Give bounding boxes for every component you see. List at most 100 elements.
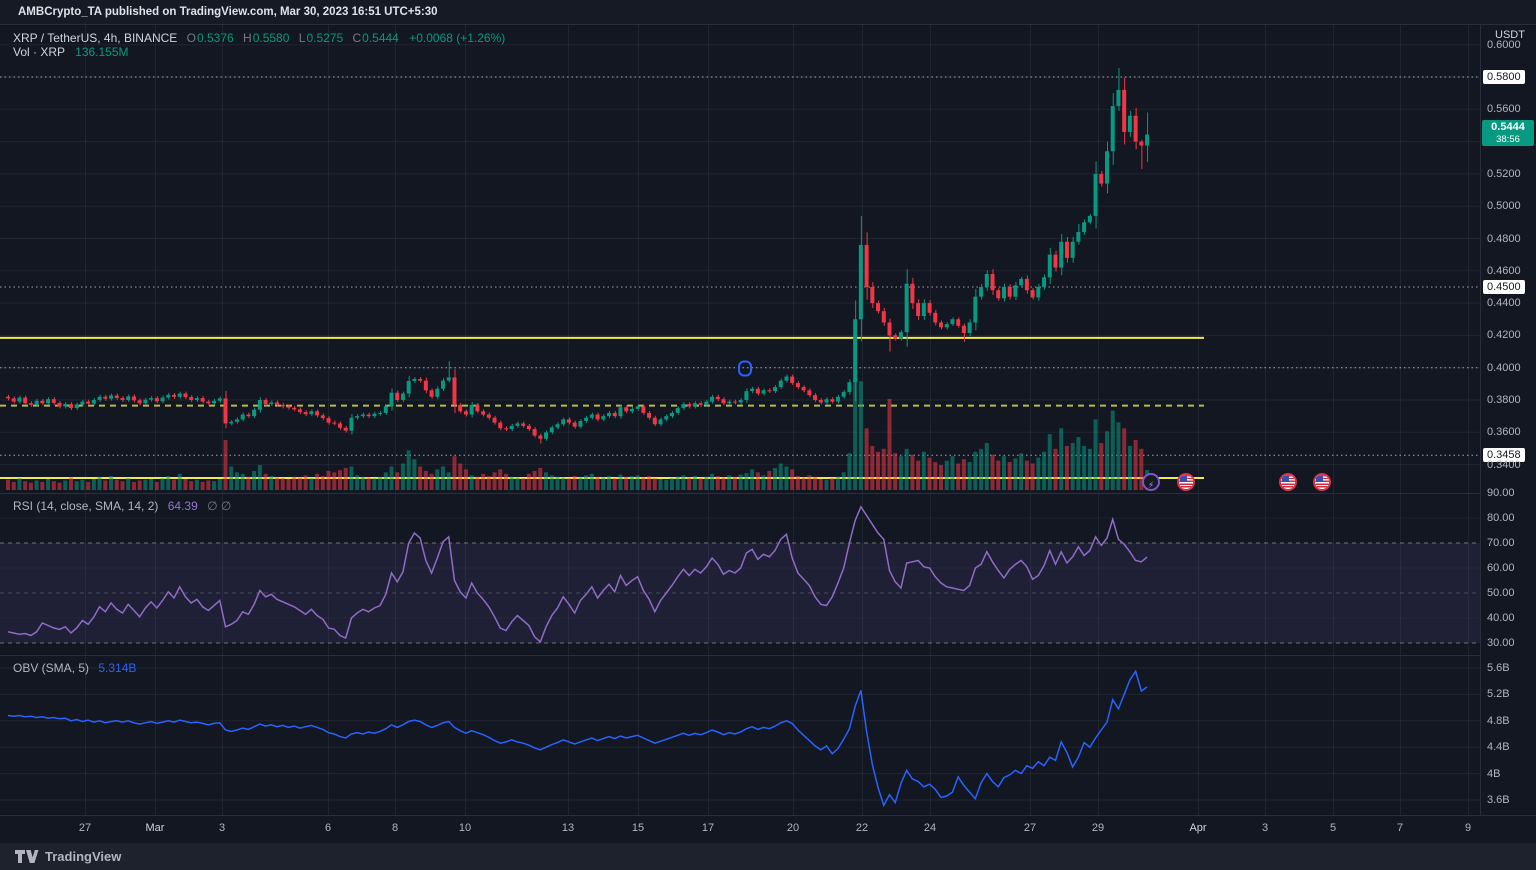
price-level-label: 0.3458: [1483, 448, 1525, 463]
time-tick-label: 17: [701, 822, 715, 834]
flag-canton: [1282, 476, 1289, 482]
time-tick-label: 24: [923, 822, 937, 834]
rsi-tick-label: 60.00: [1487, 562, 1515, 574]
time-tick-label: 7: [1396, 822, 1404, 834]
obv-value: 5.314B: [98, 661, 137, 675]
time-tick-label: 27: [78, 822, 92, 834]
annotation-circle: [738, 360, 752, 377]
volume-legend-row[interactable]: Vol · XRP 136.155M: [13, 45, 129, 59]
rsi-tick-label: 80.00: [1487, 512, 1515, 524]
rsi-legend-row[interactable]: RSI (14, close, SMA, 14, 2) 64.39 ∅ ∅: [13, 499, 231, 513]
volume-series: [6, 375, 1150, 490]
rsi-value: 64.39: [167, 499, 198, 513]
price-tick-label: 0.3800: [1487, 394, 1521, 406]
attribution-text: AMBCrypto_TA published on TradingView.co…: [18, 6, 438, 18]
footer-bar: TradingView: [0, 843, 1536, 870]
low-value: 0.5275: [306, 31, 344, 45]
low-label: L: [298, 31, 306, 45]
time-axis[interactable]: 27 Mar 3 6 8 10 13 15 17 20 22 24 27 29 Apr 3 5 7 9: [0, 816, 1480, 843]
price-tick-label: 0.4000: [1487, 361, 1521, 374]
time-tick-label: 29: [1091, 822, 1105, 834]
time-tick-label: 15: [631, 822, 645, 834]
axis-currency-label: USDT: [1495, 29, 1525, 41]
rsi-tick-label: 90.00: [1487, 487, 1515, 499]
candlestick-series: [6, 68, 1150, 444]
obv-title[interactable]: OBV (SMA, 5): [13, 661, 90, 675]
obv-tick-label: 3.6B: [1487, 794, 1510, 806]
lightning-glyph: ⚡: [1147, 480, 1155, 490]
close-label: C: [352, 31, 362, 45]
rsi-tick-label: 40.00: [1487, 612, 1515, 624]
open-label: O: [186, 31, 196, 45]
symbol-title[interactable]: XRP / TetherUS, 4h, BINANCE: [13, 31, 178, 45]
price-tick-label: 0.4400: [1487, 297, 1521, 310]
price-tick-label: 0.3400: [1487, 458, 1521, 471]
rsi-line: [7, 505, 1148, 644]
volume-label: Vol · XRP: [13, 45, 65, 59]
time-tick-label: 3: [218, 822, 226, 834]
tradingview-brand[interactable]: TradingView: [45, 849, 122, 864]
ellipse-annotation[interactable]: [738, 360, 752, 377]
high-label: H: [243, 31, 252, 45]
symbol-legend-row[interactable]: XRP / TetherUS, 4h, BINANCE O0.5376 H0.5…: [13, 31, 505, 45]
time-tick-label: 10: [458, 822, 472, 834]
price-tick-label: 0.5200: [1487, 167, 1521, 180]
time-tick-label: 8: [391, 822, 399, 834]
price-axis[interactable]: USDT 0.6000 0.5800 0.5600 0.5200 0.5000 0.480…: [1480, 25, 1536, 815]
current-price: 0.5444: [1491, 121, 1525, 134]
time-tick-label: 20: [786, 822, 800, 834]
time-tick-label: 3: [1261, 822, 1269, 834]
time-tick-label: 22: [855, 822, 869, 834]
price-tick-label: 0.6000: [1487, 38, 1521, 51]
rsi-empty-values: ∅ ∅: [207, 499, 232, 513]
time-tick-label: Apr: [1189, 822, 1207, 834]
price-tick-label: 0.5000: [1487, 200, 1521, 213]
time-tick-label: Mar: [145, 822, 165, 834]
obv-tick-label: 4.4B: [1487, 741, 1510, 754]
obv-tick-label: 4B: [1487, 767, 1501, 780]
time-axis-border: [0, 815, 1536, 816]
rsi-tick-label: 30.00: [1487, 637, 1515, 649]
rsi-band: [0, 542, 1480, 644]
obv-line: [7, 669, 1148, 808]
attribution-bar: AMBCrypto_TA published on TradingView.co…: [0, 0, 1536, 25]
flag-canton: [1316, 476, 1323, 482]
rsi-tick-label: 70.00: [1487, 537, 1515, 549]
rsi-title[interactable]: RSI (14, close, SMA, 14, 2): [13, 499, 159, 513]
chart-canvas[interactable]: [0, 25, 1480, 815]
change-value: +0.0068 (+1.26%): [409, 31, 506, 45]
price-tick-label: 0.5600: [1487, 103, 1521, 116]
time-tick-label: 27: [1023, 822, 1037, 834]
us-flag-event-icon[interactable]: [1177, 473, 1195, 491]
obv-tick-label: 5.6B: [1487, 662, 1510, 674]
time-tick-label: 5: [1329, 822, 1337, 834]
price-tick-label: 0.4200: [1487, 329, 1521, 342]
open-value: 0.5376: [196, 31, 234, 45]
obv-tick-label: 5.2B: [1487, 688, 1510, 701]
pane-separator[interactable]: [0, 493, 1536, 494]
close-value: 0.5444: [362, 31, 399, 45]
lightning-icon[interactable]: ⚡: [1142, 473, 1160, 491]
current-price-label: 0.5444 38:56: [1482, 120, 1534, 147]
grid-lines: [0, 25, 1480, 815]
flag-canton: [1180, 476, 1187, 482]
time-tick-label: 6: [324, 822, 332, 834]
us-flag-event-icon[interactable]: [1313, 473, 1331, 491]
price-tick-label: 0.3600: [1487, 426, 1521, 439]
time-tick-label: 9: [1464, 822, 1472, 834]
volume-value: 136.155M: [75, 45, 129, 59]
time-tick-label: 13: [561, 822, 575, 834]
price-tick-label: 0.4600: [1487, 264, 1521, 277]
obv-legend-row[interactable]: OBV (SMA, 5) 5.314B: [13, 661, 136, 675]
pane-separator[interactable]: [0, 655, 1536, 656]
rsi-tick-label: 50.00: [1487, 587, 1515, 599]
high-value: 0.5580: [252, 31, 290, 45]
us-flag-event-icon[interactable]: [1279, 473, 1297, 491]
price-level-label: 0.4500: [1483, 279, 1525, 294]
tradingview-logo-icon[interactable]: [14, 849, 39, 864]
bar-countdown: 38:56: [1496, 134, 1520, 146]
price-level-label: 0.5800: [1483, 70, 1525, 84]
price-tick-label: 0.4800: [1487, 232, 1521, 245]
obv-tick-label: 4.8B: [1487, 714, 1510, 727]
